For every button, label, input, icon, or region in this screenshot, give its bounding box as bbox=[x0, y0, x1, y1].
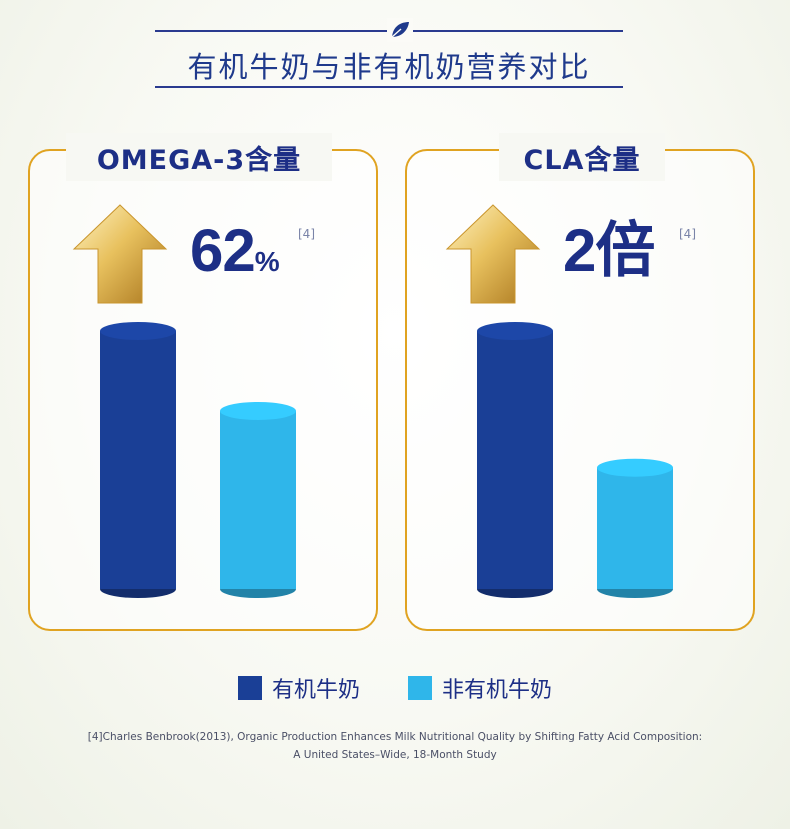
bar-body bbox=[100, 331, 176, 589]
page-title: 有机牛奶与非有机奶营养对比 bbox=[187, 50, 591, 84]
legend-swatch-non-organic bbox=[408, 676, 432, 700]
omega3-stat-value: 62 bbox=[190, 217, 256, 284]
omega3-chart bbox=[100, 322, 296, 598]
footnote-marker: [4] bbox=[87, 731, 103, 743]
cla-stat: 2倍 bbox=[563, 221, 655, 292]
up-arrow-icon bbox=[445, 204, 541, 304]
bar-body bbox=[477, 331, 553, 589]
omega3-stat: 62% bbox=[190, 221, 280, 292]
bar-organic bbox=[100, 322, 176, 598]
bar-non-organic bbox=[597, 458, 673, 598]
bar-top bbox=[477, 322, 553, 340]
footnote-line-2: A United States–Wide, 18-Month Study bbox=[293, 749, 497, 761]
omega3-heading: OMEGA-3含量 bbox=[66, 133, 332, 181]
bar-body bbox=[597, 467, 673, 589]
footnote-text-1: Charles Benbrook(2013), Organic Producti… bbox=[102, 731, 703, 743]
bar-top bbox=[220, 401, 296, 420]
cla-reference: [4] bbox=[679, 227, 696, 241]
cla-panel: CLA含量 2倍 [4] bbox=[405, 133, 755, 631]
cla-stat-value: 2倍 bbox=[563, 217, 655, 284]
bar-top bbox=[100, 322, 176, 340]
footnote: [4]Charles Benbrook(2013), Organic Produ… bbox=[20, 728, 770, 764]
cla-chart bbox=[477, 322, 673, 598]
legend-label-non-organic: 非有机牛奶 bbox=[442, 678, 553, 703]
title-bottom-rule bbox=[155, 86, 623, 88]
title-block: 有机牛奶与非有机奶营养对比 bbox=[155, 18, 623, 94]
cla-heading: CLA含量 bbox=[499, 133, 665, 181]
up-arrow-icon bbox=[72, 204, 168, 304]
legend-item-organic: 有机牛奶 bbox=[237, 672, 360, 704]
omega3-reference: [4] bbox=[298, 227, 315, 241]
leaf-icon bbox=[387, 18, 413, 42]
legend-item-non-organic: 非有机牛奶 bbox=[408, 672, 552, 704]
bar-body bbox=[220, 410, 296, 589]
omega3-stat-unit: % bbox=[254, 246, 280, 277]
legend-swatch-organic bbox=[237, 676, 262, 700]
bar-organic bbox=[477, 322, 553, 598]
legend: 有机牛奶 非有机牛奶 bbox=[0, 672, 790, 704]
bar-non-organic bbox=[220, 401, 296, 598]
legend-label-organic: 有机牛奶 bbox=[271, 678, 360, 703]
omega3-panel: OMEGA-3含量 62% [4] bbox=[28, 133, 378, 631]
bar-top bbox=[597, 458, 673, 477]
footnote-line-1: [4]Charles Benbrook(2013), Organic Produ… bbox=[20, 728, 770, 746]
